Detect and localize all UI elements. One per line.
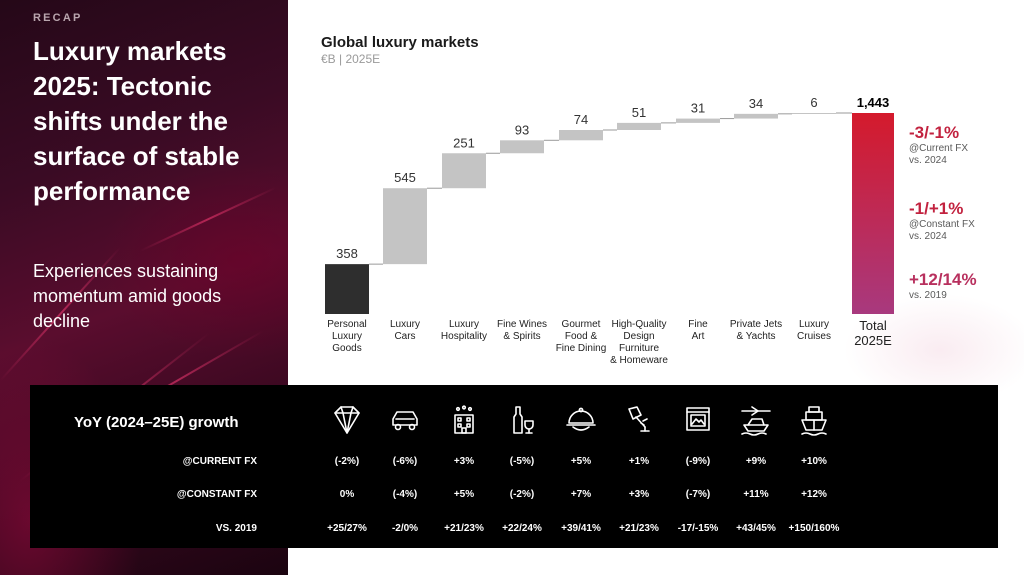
- growth-cell: +22/24%: [502, 523, 542, 534]
- value-label: 51: [632, 105, 646, 120]
- jet-yacht-icon: [736, 403, 776, 437]
- slide-title: Luxury markets 2025: Tectonic shifts und…: [33, 36, 240, 206]
- category-label: Luxury Hospitality: [441, 319, 487, 342]
- cruise-ship-icon: [794, 403, 834, 437]
- value-label: 74: [574, 112, 588, 127]
- callout-line: vs. 2024: [909, 155, 947, 166]
- waterfall-bar: [792, 113, 836, 114]
- chart-title: Global luxury markets: [321, 34, 479, 51]
- waterfall-bar: [325, 264, 369, 314]
- callout-value: -3/-1%: [909, 123, 960, 142]
- category-label: Total 2025E: [854, 318, 892, 348]
- callout-line: vs. 2019: [909, 290, 947, 301]
- waterfall-bar: [442, 153, 486, 189]
- category-label: Fine Wines & Spirits: [497, 319, 547, 342]
- growth-cell: +9%: [745, 456, 767, 467]
- callout-current-fx: -3/-1% @Current FX vs. 2024: [909, 123, 968, 167]
- waterfall-bar: [617, 122, 661, 130]
- growth-cell: 0%: [339, 489, 355, 500]
- value-label: 358: [336, 246, 358, 261]
- car-icon: [385, 403, 425, 437]
- growth-cell: (-6%): [392, 456, 418, 467]
- value-label: 31: [691, 101, 705, 116]
- growth-table-panel: [30, 385, 998, 548]
- category-label: Fine Art: [688, 319, 708, 342]
- category-label: High-Quality Design Furniture & Homeware: [610, 319, 668, 366]
- growth-cell: +1%: [628, 456, 650, 467]
- hotel-icon: [444, 403, 484, 437]
- row-label-current-fx: @CURRENT FX: [182, 456, 257, 467]
- growth-cell: +39/41%: [561, 523, 601, 534]
- growth-cell: +12%: [801, 489, 827, 500]
- value-label: 251: [453, 135, 475, 150]
- growth-cell: (-5%): [509, 456, 535, 467]
- wine-icon: [502, 403, 542, 437]
- callout-line: @Current FX: [909, 143, 969, 154]
- dining-cloche-icon: [561, 403, 601, 437]
- value-label: 545: [394, 170, 416, 185]
- value-label: 6: [810, 95, 817, 110]
- callout-value: +12/14%: [909, 270, 977, 289]
- growth-cell: +10%: [801, 456, 827, 467]
- row-label-vs-2019: VS. 2019: [215, 523, 257, 534]
- category-label: Personal Luxury Goods: [327, 319, 366, 354]
- callout-vs-2019: +12/14% vs. 2019: [909, 270, 977, 302]
- growth-cell: -2/0%: [391, 523, 419, 534]
- growth-cell: (-9%): [685, 456, 711, 467]
- value-label: 34: [749, 96, 763, 111]
- growth-cell: (-7%): [685, 489, 711, 500]
- value-label: 93: [515, 122, 529, 137]
- category-label: Gourmet Food & Fine Dining: [556, 319, 607, 354]
- framed-art-icon: [678, 403, 718, 437]
- waterfall-bar: [559, 129, 603, 141]
- growth-cell: +3%: [453, 456, 475, 467]
- row-label-constant-fx: @CONSTANT FX: [176, 489, 257, 500]
- growth-cell: +3%: [628, 489, 650, 500]
- growth-cell: +11%: [743, 489, 769, 500]
- growth-cell: -17/-15%: [677, 523, 719, 534]
- waterfall-bar: [734, 113, 778, 119]
- growth-table-title: YoY (2024–25E) growth: [74, 414, 239, 431]
- category-label: Luxury Cruises: [797, 319, 831, 342]
- growth-cell: +150/160%: [788, 523, 840, 534]
- value-label: 1,443: [857, 95, 890, 110]
- growth-cell: +43/45%: [736, 523, 776, 534]
- growth-cell: +5%: [570, 456, 592, 467]
- callout-constant-fx: -1/+1% @Constant FX vs. 2024: [909, 199, 975, 243]
- growth-cell: (-2%): [334, 456, 360, 467]
- callout-line: @Constant FX: [909, 219, 975, 230]
- growth-cell: +7%: [570, 489, 592, 500]
- waterfall-bar: [383, 188, 427, 265]
- slide-subtitle: Experiences sustaining momentum amid goo…: [33, 261, 222, 331]
- growth-cell: +25/27%: [327, 523, 367, 534]
- growth-cell: +21/23%: [619, 523, 659, 534]
- chart-subtitle: €B | 2025E: [321, 52, 381, 66]
- total-bar: [852, 113, 894, 314]
- waterfall-chart: 358 545 251 93 74 51 31 34 6 1,443 Personal Luxury…: [325, 95, 894, 366]
- category-label: Luxury Cars: [390, 319, 420, 342]
- waterfall-bar: [676, 118, 720, 123]
- callout-line: vs. 2024: [909, 231, 947, 242]
- recap-label: RECAP: [33, 12, 83, 24]
- diamond-icon: [327, 403, 367, 437]
- category-label: Private Jets & Yachts: [730, 319, 782, 342]
- lamp-icon: [619, 403, 659, 437]
- growth-cell: +5%: [453, 489, 475, 500]
- growth-cell: +21/23%: [444, 523, 484, 534]
- waterfall-bar: [500, 140, 544, 154]
- callout-value: -1/+1%: [909, 199, 964, 218]
- growth-cell: (-2%): [509, 489, 535, 500]
- growth-cell: (-4%): [392, 489, 418, 500]
